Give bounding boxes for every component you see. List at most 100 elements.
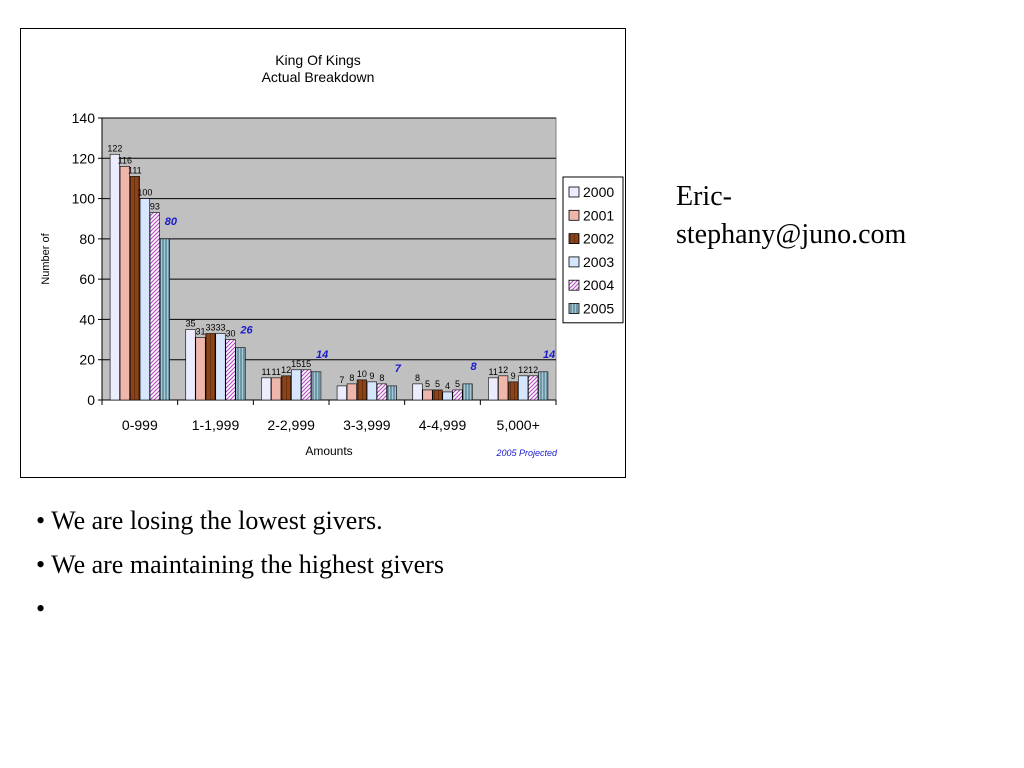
y-tick-label: 140	[72, 110, 96, 126]
legend-swatch	[568, 279, 580, 291]
y-tick-label: 120	[72, 150, 96, 166]
legend-swatch	[568, 303, 580, 314]
bar-2000	[261, 377, 272, 401]
bar-2003	[442, 391, 453, 401]
bar-2005	[159, 238, 170, 401]
legend-swatch	[568, 209, 580, 221]
bars	[109, 153, 549, 401]
legend-label: 2000	[583, 184, 614, 200]
contact-email-line1: Eric-	[676, 181, 732, 212]
x-axis: 0-999 1-1,999 2-2,999 3-3,999 4-4,999 5,000+	[101, 399, 557, 433]
projected-data-label: 14	[316, 349, 328, 361]
bar-2001	[498, 375, 509, 401]
bullet-symbol: •	[36, 506, 46, 535]
bar-2003	[139, 198, 150, 401]
bullet-symbol: •	[36, 594, 46, 623]
y-axis-title: Number of	[40, 232, 52, 284]
x-tick-label: 4-4,999	[419, 417, 467, 433]
data-label: 4	[445, 381, 450, 391]
data-label: 35	[185, 319, 195, 329]
data-label: 116	[118, 155, 132, 165]
contact-email: Eric- stephany@juno.com	[676, 178, 906, 254]
bar-2003	[291, 369, 302, 401]
contact-email-line2: stephany@juno.com	[676, 219, 907, 250]
bullet-item: • We are losing the lowest givers.	[36, 505, 506, 537]
bar-2004	[149, 212, 160, 401]
bar-2003	[215, 333, 226, 401]
bar-2003	[518, 375, 529, 401]
bar-2000	[488, 377, 499, 401]
data-label: 9	[369, 371, 374, 381]
bar-2005	[386, 385, 397, 401]
bar-2000	[109, 153, 120, 401]
bar-2004	[301, 369, 312, 401]
bullet-item: • We are maintaining the highest givers	[36, 549, 506, 581]
y-axis: 0 20 40 60 80 100 120 140	[72, 110, 103, 408]
data-label: 8	[379, 373, 384, 383]
legend-swatch	[568, 256, 580, 268]
bar-2002	[129, 176, 140, 401]
x-tick-label: 2-2,999	[267, 417, 315, 433]
legend-swatch	[568, 233, 580, 245]
projected-data-label: 14	[543, 349, 555, 361]
data-label: 5	[435, 379, 440, 389]
data-label: 8	[415, 373, 420, 383]
data-label: 122	[107, 143, 122, 153]
plot-area	[101, 117, 557, 401]
bar-2000	[185, 329, 196, 401]
data-label: 33	[215, 323, 225, 333]
data-label: 111	[128, 165, 142, 175]
x-tick-label: 5,000+	[497, 417, 540, 433]
bullet-symbol: •	[36, 550, 46, 579]
bar-2000	[412, 383, 423, 401]
chart-title-line: King Of Kings	[275, 52, 361, 68]
legend-swatch	[568, 186, 580, 198]
x-tick-label: 1-1,999	[192, 417, 240, 433]
bar-2001	[119, 166, 130, 401]
data-label: 15	[301, 359, 311, 369]
x-axis-title: Amounts	[305, 444, 352, 458]
legend-label: 2005	[583, 301, 614, 317]
legend-box	[562, 176, 624, 324]
data-label: 5	[455, 379, 460, 389]
bar-2003	[366, 381, 377, 401]
data-label: 100	[137, 188, 152, 198]
y-tick-label: 80	[79, 231, 95, 247]
bullet-list: • We are losing the lowest givers. • We ar…	[36, 505, 506, 637]
bar-2004	[225, 339, 236, 401]
bar-2005	[235, 347, 246, 401]
legend-label: 2004	[583, 277, 614, 293]
bar-2001	[271, 377, 282, 401]
projected-data-label: 7	[395, 363, 402, 375]
data-label: 12	[498, 365, 508, 375]
bar-2001	[422, 389, 433, 401]
bar-2005	[311, 371, 322, 401]
y-tick-label: 60	[79, 271, 95, 287]
bullet-text: We are maintaining the highest givers	[51, 550, 444, 579]
data-label: 10	[357, 369, 367, 379]
data-label: 33	[205, 323, 215, 333]
projected-data-label: 8	[470, 361, 477, 373]
data-label: 15	[291, 359, 301, 369]
chart-title-line: Actual Breakdown	[262, 69, 375, 85]
y-tick-label: 0	[87, 392, 95, 408]
bar-2005	[462, 383, 473, 401]
bar-2004	[528, 375, 539, 401]
data-label: 11	[488, 367, 497, 377]
legend-label: 2002	[583, 231, 614, 247]
legend-label: 2003	[583, 254, 614, 270]
bar-2002	[356, 379, 367, 401]
bar-2002	[205, 333, 216, 401]
data-label: 11	[271, 367, 280, 377]
bullet-text: We are losing the lowest givers.	[51, 506, 383, 535]
data-label: 5	[425, 379, 430, 389]
bar-2002	[432, 389, 443, 401]
bar-2001	[346, 383, 357, 401]
grid-lines	[102, 117, 556, 401]
bar-2004	[376, 383, 387, 401]
data-label: 30	[225, 329, 235, 339]
data-label: 12	[518, 365, 528, 375]
projected-note: 2005 Projected	[495, 448, 558, 458]
